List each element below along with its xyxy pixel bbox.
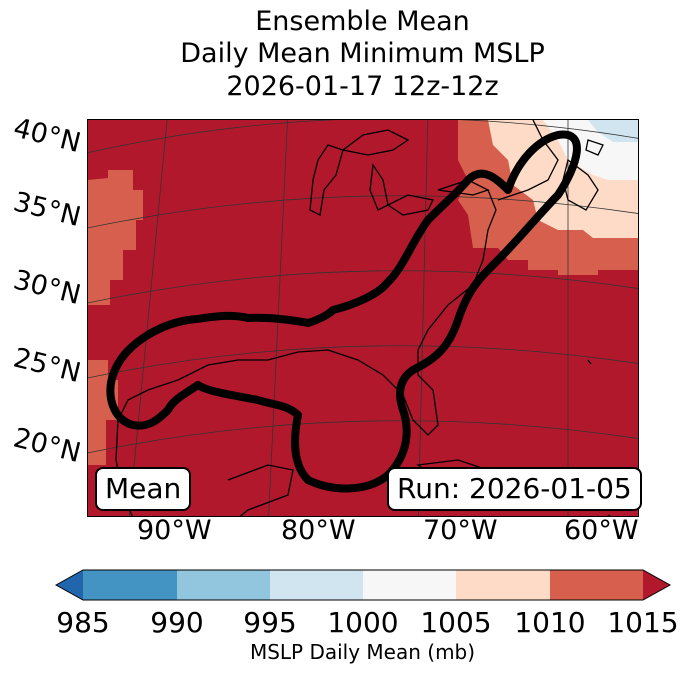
map-panel [87, 119, 639, 517]
colorbar-segment [177, 570, 270, 600]
colorbar-tick: 1005 [420, 606, 492, 639]
title-line-1: Ensemble Mean [255, 6, 470, 37]
lon-label-80w: 80°W [281, 515, 356, 546]
colorbar-segment [550, 570, 643, 600]
colorbar-segment [456, 570, 550, 600]
colorbar-tick: 1015 [607, 606, 679, 639]
colorbar-tick: 1000 [327, 606, 399, 639]
colorbar-outline [54, 569, 672, 601]
colorbar-arrow-low [56, 570, 83, 600]
field-1010-1015-west [88, 170, 143, 305]
colorbar-tick: 1010 [514, 606, 586, 639]
colorbar-label: MSLP Daily Mean (mb) [249, 640, 476, 664]
lat-label-40: 40°N [10, 112, 84, 160]
lon-label-70w: 70°W [423, 515, 498, 546]
title-line-2: Daily Mean Minimum MSLP [180, 38, 545, 69]
colorbar-segment [363, 570, 456, 600]
colorbar-arrow-high [643, 570, 670, 600]
colorbar-segment [270, 570, 363, 600]
lon-label-60w: 60°W [564, 515, 639, 546]
lat-label-35: 35°N [10, 186, 84, 234]
colorbar-tick: 985 [56, 606, 110, 639]
lat-label-30: 30°N [10, 264, 84, 312]
lat-label-20: 20°N [10, 422, 84, 470]
run-label: Run: 2026-01-05 [387, 467, 642, 511]
map-svg [88, 120, 638, 516]
colorbar-segment [83, 570, 177, 600]
lon-label-90w: 90°W [137, 515, 212, 546]
mean-contour [106, 130, 581, 493]
colorbar [54, 569, 672, 601]
title-line-3: 2026-01-17 12z-12z [226, 71, 499, 102]
colorbar-tick: 990 [150, 606, 204, 639]
lat-label-25: 25°N [10, 342, 84, 390]
colorbar-tick: 995 [243, 606, 297, 639]
mean-label: Mean [95, 467, 192, 511]
